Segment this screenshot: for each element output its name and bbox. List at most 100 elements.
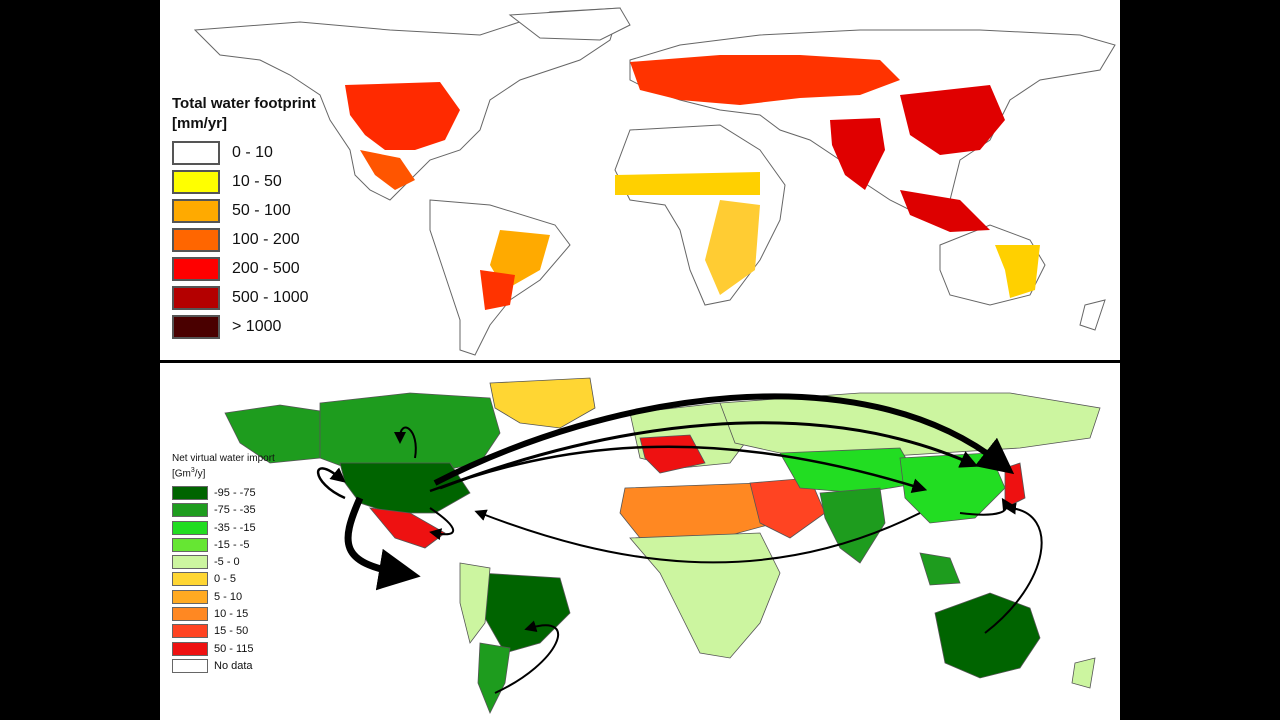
water-footprint-map: Total water footprint [mm/yr] 0 - 10 10 -… (160, 0, 1120, 360)
australia-region (934, 592, 1041, 679)
legend-swatch (172, 140, 220, 165)
japan-region (1004, 462, 1026, 509)
legend-swatch (172, 198, 220, 223)
argentina-hotspot (480, 270, 515, 310)
legend-title: Net virtual water import (172, 453, 275, 464)
southeast-asia-hotspot (900, 190, 990, 232)
legend-label: 10 - 15 (214, 608, 249, 621)
australia-hotspot (995, 245, 1040, 298)
legend-swatch (172, 314, 220, 339)
import-legend-item: 15 - 50 (172, 623, 275, 640)
trade-arrow-usa-japan (433, 393, 1015, 486)
legend-swatch (172, 227, 220, 252)
legend-label: 5 - 10 (214, 590, 243, 603)
legend-label: 10 - 50 (232, 172, 282, 190)
europe-hotspot (630, 55, 900, 105)
usa-region (339, 462, 471, 514)
legend-swatch (172, 520, 208, 535)
legend-swatch (172, 555, 208, 570)
legend-label: 15 - 50 (214, 625, 249, 638)
trade-arrow-usa-canada (316, 467, 346, 500)
canada-region (319, 392, 501, 474)
southeast-asia-region (919, 552, 961, 586)
russia-region (719, 392, 1101, 459)
central-asia-region (779, 447, 921, 494)
trade-arrow-brazil-loop (494, 620, 559, 694)
new-zealand-region (1071, 657, 1096, 689)
legend-swatch (172, 572, 208, 587)
import-legend-item: 0 - 5 (172, 571, 275, 588)
legend-label: No data (214, 659, 253, 672)
legend-swatch (172, 169, 220, 194)
legend-label: 500 - 1000 (232, 288, 309, 306)
trade-arrow-china-usa (474, 509, 921, 564)
legend-unit: [mm/yr] (172, 115, 228, 132)
legend-swatch (172, 485, 208, 500)
legend-label: -35 - -15 (214, 521, 256, 534)
south-america-west-region (459, 562, 491, 644)
india-hotspot (830, 118, 885, 190)
trade-arrow-australia-japan (984, 502, 1043, 634)
footprint-legend-item: 500 - 1000 (172, 283, 316, 312)
trade-arrow-usa-europe (429, 445, 928, 493)
east-africa-hotspot (705, 200, 760, 295)
legend-label: 0 - 10 (232, 143, 273, 161)
mexico-hotspot (360, 150, 415, 190)
legend-label: -5 - 0 (214, 556, 240, 569)
greenland-region (489, 377, 596, 429)
argentina-region (477, 642, 511, 714)
trade-arrow-canada-loop (394, 426, 417, 459)
import-legend-item: 10 - 15 (172, 605, 275, 622)
legend-label: 50 - 100 (232, 201, 291, 219)
water-footprint-legend: Total water footprint [mm/yr] 0 - 10 10 -… (172, 94, 316, 341)
legend-title: Total water footprint (172, 95, 316, 112)
virtual-water-legend: Net virtual water import [Gm3/y] -95 - -… (172, 453, 275, 675)
legend-label: -15 - -5 (214, 538, 250, 551)
panel-divider (160, 360, 1120, 363)
virtual-water-map-canvas (224, 377, 1101, 714)
water-footprint-map-canvas (193, 7, 1116, 356)
legend-label: -95 - -75 (214, 486, 256, 499)
legend-label: > 1000 (232, 317, 282, 335)
china-hotspot (900, 85, 1005, 155)
legend-label: 50 - 115 (214, 642, 254, 655)
sub-saharan-africa-region (629, 532, 781, 659)
india-region (819, 487, 886, 564)
legend-swatch (172, 624, 208, 639)
import-legend-item: 50 - 115 (172, 640, 275, 657)
footprint-legend-item: > 1000 (172, 312, 316, 341)
legend-swatch (172, 537, 208, 552)
footprint-legend-item: 200 - 500 (172, 254, 316, 283)
legend-swatch (172, 589, 208, 604)
sahel-hotspot (615, 172, 760, 195)
import-legend-item: -35 - -15 (172, 519, 275, 536)
trade-arrow-usa-mexico (344, 496, 421, 591)
virtual-water-import-map: Net virtual water import [Gm3/y] -95 - -… (160, 363, 1120, 720)
footprint-legend-item: 10 - 50 (172, 167, 316, 196)
import-legend-item: -15 - -5 (172, 536, 275, 553)
new-zealand-landmass (1079, 299, 1106, 331)
legend-unit: [Gm3/y] (172, 467, 206, 480)
footprint-legend-item: 0 - 10 (172, 138, 316, 167)
legend-label: 0 - 5 (214, 573, 237, 586)
usa-hotspot (345, 82, 460, 150)
legend-label: 100 - 200 (232, 230, 300, 248)
import-legend-item: No data (172, 657, 275, 674)
legend-swatch (172, 285, 220, 310)
import-legend-item: 5 - 10 (172, 588, 275, 605)
legend-swatch (172, 607, 208, 622)
legend-swatch (172, 658, 208, 673)
import-legend-item: -95 - -75 (172, 484, 275, 501)
legend-label: 200 - 500 (232, 259, 300, 277)
import-legend-item: -75 - -35 (172, 502, 275, 519)
legend-swatch (172, 256, 220, 281)
legend-swatch (172, 641, 208, 656)
footprint-legend-item: 50 - 100 (172, 196, 316, 225)
legend-swatch (172, 503, 208, 518)
trade-arrow-usa-central-america (429, 507, 455, 541)
legend-label: -75 - -35 (214, 504, 256, 517)
mexico-region (369, 507, 446, 549)
import-legend-item: -5 - 0 (172, 554, 275, 571)
africa-landmass (614, 124, 786, 306)
western-europe-region (639, 434, 706, 474)
